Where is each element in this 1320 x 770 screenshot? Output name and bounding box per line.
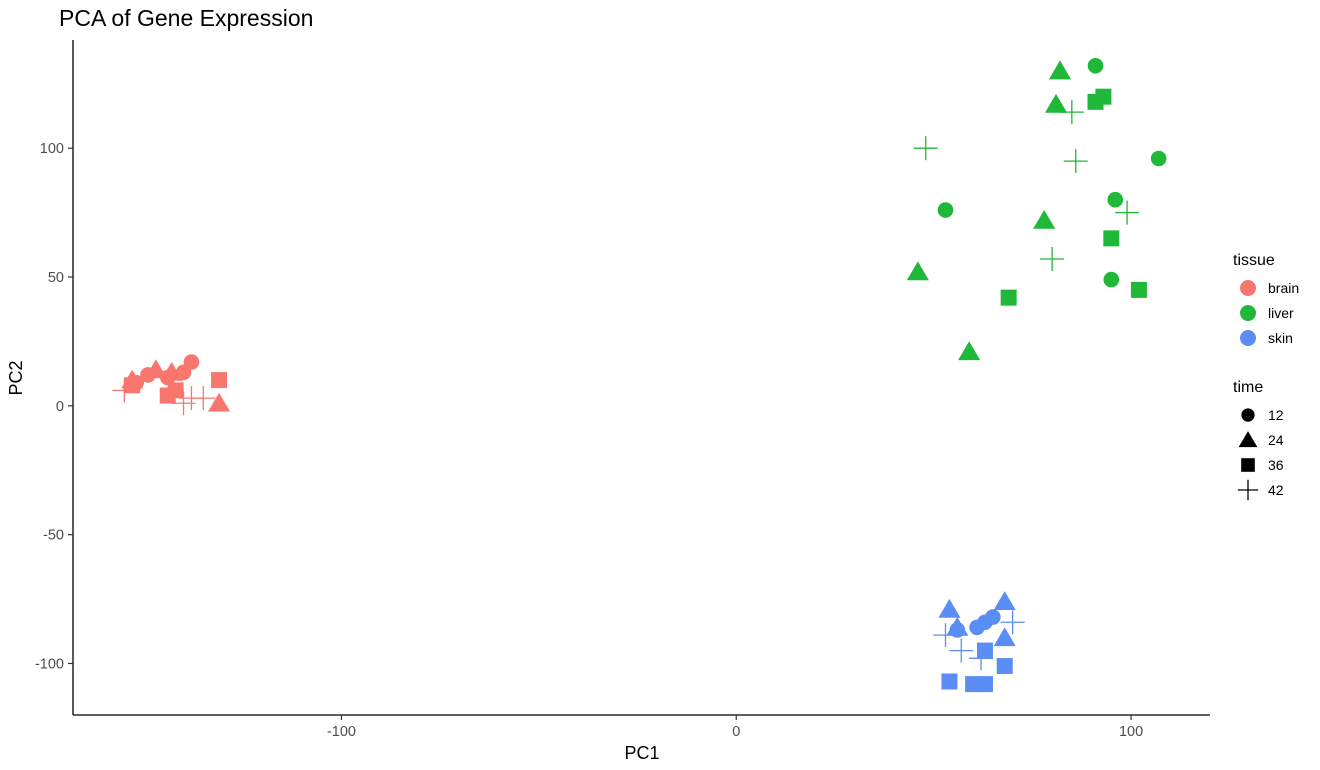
x-axis-title: PC1 <box>624 743 659 763</box>
point-liver-12 <box>1103 271 1120 288</box>
y-tick-label: 100 <box>40 141 64 157</box>
legend-key-brain <box>1240 280 1256 296</box>
point-skin-12 <box>985 609 1001 625</box>
point-skin-36 <box>976 642 993 659</box>
legend-label: brain <box>1268 280 1299 296</box>
data-points <box>112 57 1167 693</box>
point-liver-24 <box>1033 209 1056 229</box>
point-skin-36 <box>941 673 958 690</box>
legend-key-36 <box>1241 458 1255 472</box>
legend-key-42 <box>1237 479 1259 501</box>
y-tick-label: 0 <box>56 399 64 415</box>
point-brain-42 <box>112 378 137 403</box>
y-tick-label: -50 <box>43 528 64 544</box>
legend-title: time <box>1233 379 1263 396</box>
point-liver-36 <box>1087 93 1104 110</box>
point-liver-12 <box>937 202 954 218</box>
point-liver-12 <box>1087 57 1104 74</box>
legend-time: time 12 24 36 42 <box>1233 379 1284 501</box>
point-brain-24 <box>144 359 167 379</box>
point-skin-36 <box>996 658 1013 675</box>
chart-title: PCA of Gene Expression <box>59 5 313 31</box>
point-skin-12 <box>969 619 985 636</box>
point-liver-42 <box>1040 246 1065 271</box>
point-brain-42 <box>171 391 196 416</box>
legend-label: 12 <box>1268 407 1284 423</box>
point-skin-42 <box>1000 610 1025 635</box>
point-liver-36 <box>1103 230 1120 247</box>
x-tick-label: -100 <box>327 724 356 740</box>
legend-key-24 <box>1238 431 1258 448</box>
point-skin-24 <box>938 598 961 618</box>
y-tick-label: -100 <box>35 656 64 672</box>
legend-label: 42 <box>1268 482 1284 498</box>
point-liver-12 <box>1107 191 1124 208</box>
x-tick-label: 100 <box>1119 724 1143 740</box>
legend-key-liver <box>1240 305 1256 321</box>
legend: tissue brain liver skin time 12 24 36 42 <box>1233 252 1299 501</box>
point-liver-24 <box>1045 93 1068 113</box>
point-brain-24 <box>160 361 183 381</box>
x-tick-label: 0 <box>732 724 740 740</box>
point-liver-24 <box>958 341 981 361</box>
point-skin-42 <box>969 646 994 671</box>
point-skin-24 <box>946 616 969 636</box>
point-liver-12 <box>1150 150 1167 167</box>
point-brain-36 <box>159 387 176 404</box>
point-liver-42 <box>913 136 938 161</box>
point-brain-24 <box>208 392 231 412</box>
point-liver-42 <box>1063 149 1088 174</box>
point-liver-36 <box>1130 281 1147 298</box>
legend-label: 24 <box>1268 432 1284 448</box>
point-liver-42 <box>1115 200 1140 225</box>
legend-label: skin <box>1268 330 1293 346</box>
legend-key-skin <box>1240 330 1256 346</box>
point-liver-42 <box>1059 100 1084 125</box>
axes <box>72 40 1210 716</box>
point-brain-42 <box>191 386 216 411</box>
legend-tissue: tissue brain liver skin <box>1233 252 1299 346</box>
x-ticks: -100 0 100 <box>327 715 1143 740</box>
legend-label: liver <box>1268 305 1294 321</box>
y-ticks: -100 -50 0 50 100 <box>35 141 73 672</box>
y-axis-title: PC2 <box>6 360 26 395</box>
point-skin-24 <box>993 591 1016 611</box>
point-liver-24 <box>906 261 929 281</box>
point-liver-36 <box>1000 289 1017 306</box>
legend-title: tissue <box>1233 252 1275 269</box>
point-brain-36 <box>124 377 141 394</box>
point-skin-42 <box>949 638 974 663</box>
point-brain-36 <box>211 372 228 389</box>
point-skin-36 <box>976 676 993 693</box>
point-skin-24 <box>993 627 1016 647</box>
legend-key-12 <box>1241 408 1255 422</box>
y-tick-label: 50 <box>48 270 64 286</box>
point-skin-42 <box>933 623 958 648</box>
legend-label: 36 <box>1268 457 1284 473</box>
point-liver-24 <box>1048 60 1072 80</box>
